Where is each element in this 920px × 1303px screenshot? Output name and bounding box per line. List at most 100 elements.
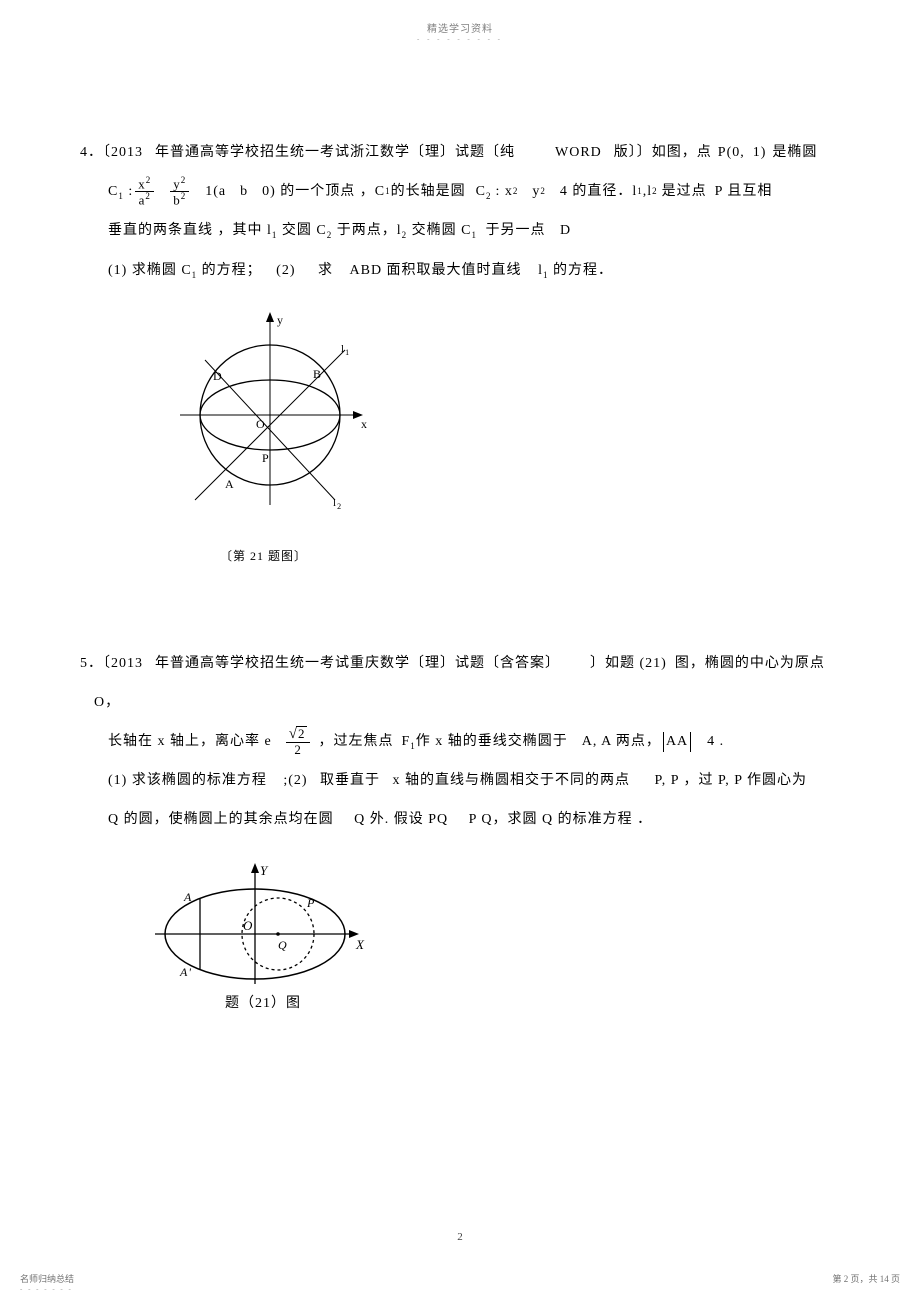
text: y	[532, 172, 540, 211]
problem-5: 5．〔2013 年普通高等学校招生统一考试重庆数学〔理〕试题〔含答案〕 〕如题 …	[80, 644, 840, 1026]
sup: 2	[540, 179, 546, 204]
text: O，	[94, 683, 120, 722]
text: 的方程；	[202, 263, 262, 278]
text: 0) 的一个顶点 ，C	[262, 172, 385, 211]
footer-page-number: 2	[0, 1231, 920, 1243]
text: 作 x 轴的垂线交椭圆于	[416, 722, 568, 761]
problem-5-line4: Q 的圆，使椭圆上的其余点均在圆 Q 外. 假设 PQ P Q，求圆 Q 的标准…	[80, 800, 840, 839]
p-label: P	[262, 451, 270, 465]
x-label: X	[355, 937, 365, 952]
y-arrow	[266, 312, 274, 322]
text: : x	[495, 172, 512, 211]
text: 版〕〕如图，点	[614, 133, 712, 172]
figure-21: y x O l1 l2 D B P A 〔第 21 题图〕	[80, 310, 840, 574]
text: AA	[666, 722, 688, 761]
text: 4 .	[707, 722, 724, 761]
x-label: x	[361, 417, 368, 431]
fraction-sqrt22: 2 2	[286, 726, 311, 758]
page-header: 精选学习资料	[0, 0, 920, 35]
text: P(0,	[718, 133, 745, 172]
text: y	[173, 176, 181, 191]
text: C2	[476, 172, 492, 211]
text: ，过左焦点	[318, 722, 393, 761]
text: (1) 求椭圆 C	[108, 263, 192, 278]
problem-4-questions: (1) 求椭圆 C1 的方程； (2) 求 ABD 面积取最大值时直线 l1 的…	[80, 251, 840, 290]
fig2-caption: 题（21）图	[225, 995, 301, 1009]
footer-right: 第 2 页，共 14 页	[832, 1272, 900, 1285]
y-arrow	[251, 863, 259, 873]
text: 的方程．	[553, 263, 613, 278]
problem-5-line3: (1) 求该椭圆的标准方程 ;(2) 取垂直于 x 轴的直线与椭圆相交于不同的两…	[80, 761, 840, 800]
text: WORD	[555, 133, 602, 172]
q-dot	[276, 933, 280, 937]
text: 2	[291, 743, 305, 757]
text: x	[138, 176, 146, 191]
sqrt-icon	[289, 726, 298, 743]
problem-4: 4．〔2013 年普通高等学校招生统一考试浙江数学〔理〕试题〔纯 WORD 版〕…	[80, 133, 840, 574]
header-title: 精选学习资料	[427, 24, 493, 35]
header-dots: - - - - - - - - -	[0, 35, 920, 43]
problem-number: 4．〔2013	[80, 133, 143, 172]
problem-5-line2: 长轴在 x 轴上，离心率 e 2 2 ，过左焦点 F1 作 x 轴的垂线交椭圆于…	[80, 722, 840, 761]
text: F1	[401, 722, 415, 761]
text: (2)	[276, 263, 295, 278]
text: C	[108, 184, 118, 199]
text: 交圆 C	[282, 223, 327, 238]
text: C	[476, 184, 486, 199]
a-label: A	[183, 890, 192, 904]
text: Q 的圆，使椭圆上的其余点均在圆	[108, 812, 334, 827]
footer-left-dots: - - - - - - -	[20, 1285, 73, 1293]
o-label: O	[256, 417, 266, 431]
text: 〕如题 (21)	[590, 644, 667, 683]
text: P, P ，过 P, P 作圆心为	[655, 773, 808, 788]
sub: 2	[402, 230, 408, 240]
a2-label: A'	[179, 965, 192, 979]
sub: 2	[327, 230, 333, 240]
text: 4 的直径．l	[560, 172, 637, 211]
figure-21-caption: 〔第 21 题图〕	[220, 540, 840, 574]
sub: 1	[471, 230, 477, 240]
fraction-x2a2: x2 a2	[135, 176, 154, 208]
text: Q 外. 假设 PQ	[354, 812, 448, 827]
text: 1(a	[205, 172, 226, 211]
o-label: O	[243, 918, 253, 933]
text: A, A 两点，	[582, 722, 661, 761]
text: 于两点，l	[337, 223, 402, 238]
text: 年普通高等学校招生统一考试重庆数学〔理〕试题〔含答案〕	[155, 644, 560, 683]
b-label: B	[313, 367, 322, 381]
text: ,l	[643, 172, 652, 211]
sup: 2	[513, 179, 519, 204]
text: 交椭圆 C	[412, 223, 472, 238]
l1-label: l1	[341, 343, 350, 357]
problem-4-eq-line: C1 : x2 a2 y2 b2 1(a b 0) 的一个顶点 ，C1 的长轴是…	[80, 172, 840, 211]
text: 图，椭圆的中心为原点	[675, 644, 825, 683]
text: F	[401, 734, 410, 749]
text: 的长轴是圆	[391, 172, 466, 211]
text: ;(2)	[283, 773, 307, 788]
text: 年普通高等学校招生统一考试浙江数学〔理〕试题〔纯	[155, 133, 515, 172]
fraction-y2b2: y2 b2	[170, 176, 189, 208]
sub: 1	[543, 269, 549, 279]
footer-left: 名师归纳总结	[20, 1272, 74, 1285]
text: D	[560, 223, 571, 238]
problem-number: 5．〔2013	[80, 644, 143, 683]
text: x 轴的直线与椭圆相交于不同的两点	[393, 773, 631, 788]
figure-21-2: Y X O Q A A' P 题（21）图	[80, 859, 840, 1025]
text: 取垂直于	[320, 773, 380, 788]
p-label: P	[306, 896, 315, 910]
text: 垂直的两条直线 ，其中 l	[108, 223, 272, 238]
l2-label: l2	[333, 497, 342, 511]
text: (1) 求该椭圆的标准方程	[108, 773, 267, 788]
text: P 且互相	[715, 172, 773, 211]
sub: 2	[652, 179, 658, 204]
text: 于另一点	[485, 223, 545, 238]
a-label: A	[225, 477, 235, 491]
y-label: Y	[260, 863, 269, 878]
problem-4-line1: 4．〔2013 年普通高等学校招生统一考试浙江数学〔理〕试题〔纯 WORD 版〕…	[80, 133, 840, 172]
text: 是过点	[662, 172, 707, 211]
sub: 1	[192, 269, 198, 279]
text: b	[173, 193, 181, 208]
figure-21-2-svg: Y X O Q A A' P 题（21）图	[140, 859, 370, 1009]
text: 1)	[753, 133, 767, 172]
text: 长轴在 x 轴上，离心率 e	[108, 722, 272, 761]
